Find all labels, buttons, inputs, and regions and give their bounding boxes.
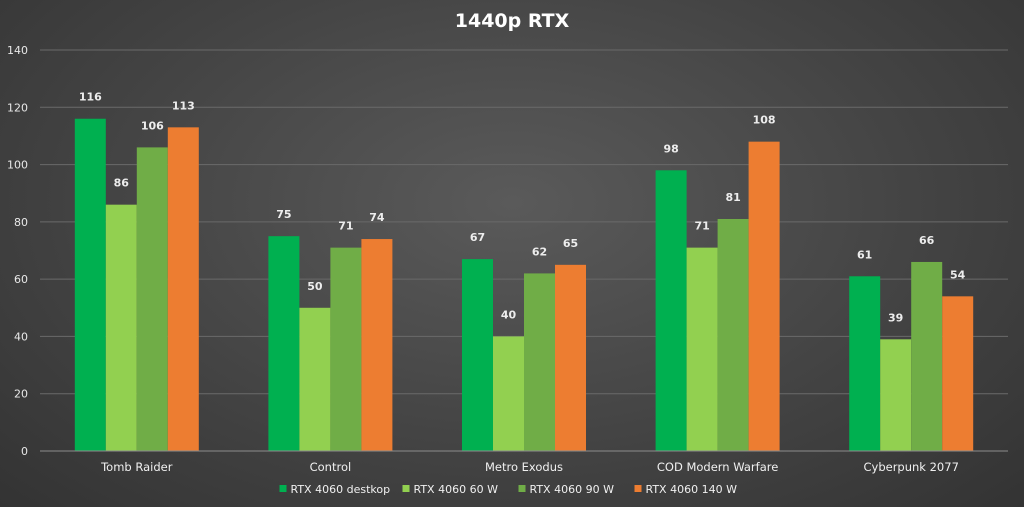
data-label: 71	[338, 220, 353, 233]
data-label: 106	[141, 119, 164, 132]
y-tick-label: 60	[14, 273, 28, 286]
data-label: 108	[753, 114, 776, 127]
y-tick-label: 100	[7, 159, 28, 172]
data-label: 62	[532, 245, 547, 258]
legend-swatch	[634, 485, 642, 492]
y-tick-label: 0	[21, 445, 28, 458]
bar	[105, 204, 137, 451]
y-axis-ticks: 0 20 40 60 80 100 120 140	[7, 44, 28, 458]
bar	[748, 141, 780, 451]
bar	[524, 273, 555, 451]
bar	[555, 264, 586, 451]
x-category-label: Tomb Raider	[100, 460, 173, 474]
legend-label: RTX 4060 destkop	[291, 483, 391, 496]
data-label: 86	[114, 177, 130, 190]
legend-label: RTX 4060 60 W	[414, 483, 499, 496]
data-label: 67	[470, 231, 485, 244]
bar	[493, 336, 524, 451]
bar	[74, 118, 106, 451]
y-tick-label: 20	[14, 388, 28, 401]
bar	[299, 307, 331, 451]
legend: RTX 4060 destkop RTX 4060 60 W RTX 4060 90…	[279, 483, 738, 496]
y-tick-label: 80	[14, 216, 28, 229]
bar	[655, 170, 687, 452]
chart-title: 1440p RTX	[455, 10, 570, 32]
bar	[330, 247, 362, 451]
data-labels: 116 86 106 113 75 50 71 74 67 40 62 65 98 71 81 108 61 39…	[79, 91, 966, 325]
data-label: 40	[501, 308, 517, 321]
x-category-label: Control	[310, 460, 352, 474]
data-label: 71	[694, 220, 709, 233]
data-label: 74	[369, 211, 385, 224]
legend-label: RTX 4060 90 W	[530, 483, 615, 496]
data-label: 50	[307, 280, 323, 293]
data-label: 39	[888, 311, 903, 324]
bar	[880, 339, 912, 451]
x-category-label: COD Modern Warfare	[657, 460, 778, 474]
y-tick-label: 140	[7, 44, 28, 57]
bar	[136, 147, 168, 451]
data-label: 113	[172, 99, 195, 112]
bar	[167, 127, 199, 451]
bar	[686, 247, 718, 451]
bar	[462, 259, 493, 451]
data-label: 116	[79, 91, 102, 104]
data-label: 66	[919, 234, 935, 247]
bar	[849, 276, 881, 451]
data-label: 54	[950, 268, 966, 281]
bar	[361, 239, 393, 451]
legend-swatch	[518, 485, 526, 492]
x-category-label: Cyberpunk 2077	[863, 460, 958, 474]
legend-swatch	[402, 485, 410, 492]
bars	[74, 118, 974, 452]
legend-swatch	[279, 485, 287, 492]
bar	[717, 218, 749, 451]
legend-label: RTX 4060 140 W	[646, 483, 738, 496]
x-axis-categories: Tomb Raider Control Metro Exodus COD Modern…	[100, 460, 959, 474]
bar	[942, 296, 974, 451]
x-category-label: Metro Exodus	[485, 460, 563, 474]
data-label: 81	[725, 191, 740, 204]
bar	[268, 236, 300, 451]
y-tick-label: 40	[14, 330, 28, 343]
data-label: 65	[563, 237, 578, 250]
data-label: 75	[276, 208, 291, 221]
bar	[911, 261, 943, 451]
data-label: 61	[857, 248, 872, 261]
data-label: 98	[663, 142, 678, 155]
y-tick-label: 120	[7, 101, 28, 114]
